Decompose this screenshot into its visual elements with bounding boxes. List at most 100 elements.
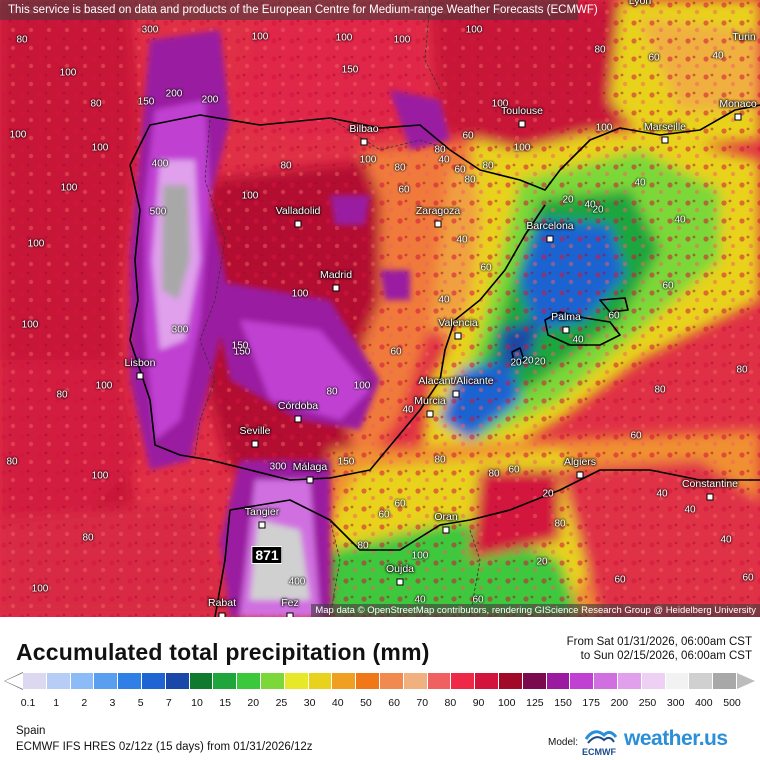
map-value-label: 20 bbox=[562, 194, 574, 206]
city-label: Zaragoza bbox=[415, 205, 461, 217]
scale-tick-label: 40 bbox=[331, 697, 344, 709]
precipitation-map[interactable]: This service is based on data and produc… bbox=[0, 0, 760, 617]
map-value-label: 60 bbox=[462, 130, 474, 142]
map-value-label: 100 bbox=[595, 122, 613, 134]
city-label: Oran bbox=[434, 511, 458, 523]
map-value-label: 80 bbox=[736, 364, 748, 376]
city-marker bbox=[518, 120, 526, 128]
scale-color-cell bbox=[641, 673, 666, 689]
map-value-label: 40 bbox=[684, 504, 696, 516]
scale-tick-label: 3 bbox=[109, 697, 116, 709]
map-value-label: 60 bbox=[472, 594, 484, 606]
scale-tick-label: 500 bbox=[723, 697, 741, 709]
map-value-label: 60 bbox=[378, 509, 390, 521]
map-value-label: 40 bbox=[414, 594, 426, 606]
map-value-label: 60 bbox=[390, 346, 402, 358]
map-value-label: 40 bbox=[720, 534, 732, 546]
scale-color-cell bbox=[689, 673, 714, 689]
legend-panel: Accumulated total precipitation (mm) Fro… bbox=[0, 617, 760, 760]
map-value-label: 20 bbox=[542, 488, 554, 500]
map-value-label: 20 bbox=[534, 356, 546, 368]
city-label: Oujda bbox=[385, 563, 415, 575]
date-range: From Sat 01/31/2026, 06:00am CST to Sun … bbox=[567, 635, 752, 663]
scale-color-cell bbox=[498, 673, 523, 689]
city-marker bbox=[251, 440, 259, 448]
city-marker bbox=[426, 410, 434, 418]
map-value-label: 80 bbox=[326, 386, 338, 398]
scale-tick-label: 70 bbox=[416, 697, 429, 709]
map-value-label: 100 bbox=[465, 24, 483, 36]
map-value-label: 20 bbox=[536, 556, 548, 568]
map-value-label: 60 bbox=[630, 430, 642, 442]
city-label: Valencia bbox=[438, 317, 478, 329]
map-value-label: 60 bbox=[662, 280, 674, 292]
scale-tick-label: 7 bbox=[165, 697, 172, 709]
map-value-label: 80 bbox=[488, 468, 500, 480]
map-value-label: 100 bbox=[9, 129, 27, 141]
scale-tick-label: 80 bbox=[444, 697, 457, 709]
map-value-label: 100 bbox=[513, 142, 531, 154]
ecmwf-logo-icon[interactable] bbox=[580, 725, 622, 755]
scale-color-cell bbox=[213, 673, 238, 689]
map-value-label: 40 bbox=[438, 154, 450, 166]
scale-tick-label: 20 bbox=[247, 697, 260, 709]
map-value-label: 60 bbox=[614, 574, 626, 586]
city-label: Tangier bbox=[244, 506, 280, 518]
city-label: Turin bbox=[732, 31, 756, 43]
map-value-label: 60 bbox=[454, 164, 466, 176]
scale-color-cell bbox=[118, 673, 142, 689]
scale-color-cell bbox=[70, 673, 95, 689]
map-value-label: 150 bbox=[231, 340, 249, 352]
scale-tick-label: 150 bbox=[554, 697, 572, 709]
map-value-label: 20 bbox=[510, 357, 522, 369]
city-marker bbox=[332, 284, 340, 292]
scale-low-arrow bbox=[5, 673, 23, 689]
map-value-label: 40 bbox=[572, 334, 584, 346]
city-label: Marseille bbox=[643, 121, 687, 133]
scale-color-cell bbox=[46, 673, 71, 689]
weather-us-logo[interactable]: weather.us bbox=[624, 727, 728, 750]
map-value-label: 100 bbox=[393, 34, 411, 46]
map-value-label: 60 bbox=[508, 464, 520, 476]
scale-tick-label: 100 bbox=[497, 697, 516, 709]
map-value-label: 40 bbox=[402, 404, 414, 416]
map-value-label: 40 bbox=[438, 294, 450, 306]
scale-color-cell bbox=[475, 673, 499, 689]
scale-color-cell bbox=[379, 673, 404, 689]
map-value-label: 60 bbox=[742, 572, 754, 584]
map-value-label: 150 bbox=[233, 346, 251, 358]
scale-color-cell bbox=[546, 673, 571, 689]
map-value-label: 80 bbox=[654, 384, 666, 396]
city-marker bbox=[452, 390, 460, 398]
map-value-label: 80 bbox=[280, 160, 292, 172]
map-value-label: 80 bbox=[394, 162, 406, 174]
city-label: Madrid bbox=[319, 269, 353, 281]
map-value-label: 80 bbox=[554, 518, 566, 530]
map-attribution[interactable]: Map data © OpenStreetMap contributors, r… bbox=[311, 604, 760, 617]
map-value-label: 40 bbox=[674, 214, 686, 226]
coastline bbox=[129, 104, 760, 617]
scale-color-cell bbox=[356, 673, 380, 689]
map-value-label: 80 bbox=[6, 456, 18, 468]
city-marker bbox=[294, 220, 302, 228]
map-value-label: 100 bbox=[95, 380, 113, 392]
region-label: Spain bbox=[16, 725, 46, 737]
city-marker bbox=[136, 372, 144, 380]
scale-tick-label: 90 bbox=[472, 697, 485, 709]
map-value-label: 100 bbox=[335, 32, 353, 44]
scale-tick-label: 2 bbox=[81, 697, 88, 709]
map-value-label: 60 bbox=[394, 498, 406, 510]
map-value-label: 100 bbox=[359, 154, 377, 166]
map-value-label: 40 bbox=[656, 488, 668, 500]
scale-color-cell bbox=[237, 673, 261, 689]
city-label: Monaco bbox=[719, 98, 757, 110]
scale-tick-label: 300 bbox=[666, 697, 685, 709]
map-value-label: 100 bbox=[27, 238, 45, 250]
city-marker bbox=[396, 578, 404, 586]
city-marker bbox=[218, 612, 226, 617]
city-marker bbox=[734, 113, 742, 121]
map-value-label: 100 bbox=[353, 380, 371, 392]
city-label: Valladolid bbox=[275, 205, 321, 217]
city-label: Constantine bbox=[681, 478, 739, 490]
legend-title: Accumulated total precipitation (mm) bbox=[16, 639, 430, 665]
